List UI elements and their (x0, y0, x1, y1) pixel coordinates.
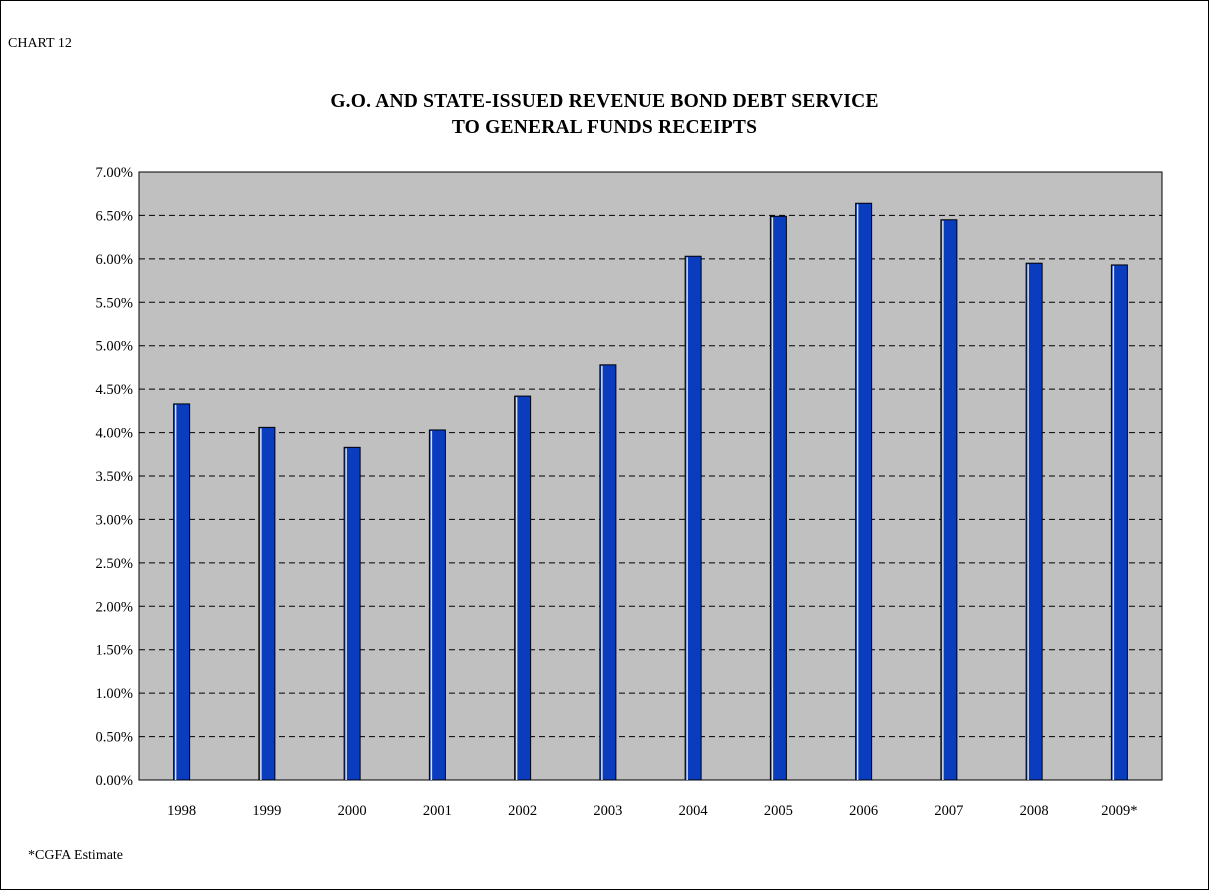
footnote: *CGFA Estimate (28, 848, 124, 863)
bar-rect (343, 446, 361, 781)
x-tick-label: 2000 (338, 803, 367, 819)
bar-rect (769, 215, 787, 781)
bar (769, 215, 787, 781)
chart-subtitle: TO GENERAL FUNDS RECEIPTS (451, 117, 758, 138)
y-tick-label: 6.50% (96, 208, 133, 224)
y-tick-label: 2.50% (96, 556, 133, 572)
y-tick-label: 4.50% (96, 382, 133, 398)
x-tick-label: 2006 (849, 803, 878, 819)
y-axis-ticks: 0.00% 0.50% 1.00% 1.50% 2.00% 2.50% 3.00% 3.50%… (96, 165, 133, 789)
chart-title-block: G.O. AND STATE-ISSUED REVENUE BOND DEBT … (0, 89, 1209, 141)
bar-rect (428, 429, 446, 781)
bar (428, 429, 446, 781)
bar-rect (1025, 262, 1043, 781)
x-tick-label: 2003 (593, 803, 622, 819)
bar-rect (940, 219, 958, 781)
y-tick-label: 3.50% (96, 469, 133, 485)
x-tick-label: 1999 (252, 803, 281, 819)
chart-title: G.O. AND STATE-ISSUED REVENUE BOND DEBT … (330, 91, 879, 112)
bar (1025, 262, 1043, 781)
bar-rect (599, 364, 617, 781)
x-tick-label: 2004 (679, 803, 709, 819)
x-tick-label: 2007 (934, 803, 963, 819)
x-tick-label: 2005 (764, 803, 793, 819)
x-tick-label: 1998 (167, 803, 196, 819)
bar-rect (173, 403, 191, 781)
bar-rect (514, 395, 532, 781)
bar (940, 219, 958, 781)
x-tick-label: 2008 (1020, 803, 1049, 819)
bar (258, 426, 276, 781)
y-tick-label: 1.00% (96, 686, 133, 702)
y-tick-label: 6.00% (96, 252, 133, 268)
bar-rect (1110, 264, 1128, 781)
gridlines (139, 214, 1162, 738)
bar (684, 255, 702, 781)
bar-rect (855, 202, 873, 781)
x-tick-label: 2001 (423, 803, 452, 819)
y-tick-label: 1.50% (96, 643, 133, 659)
y-tick-label: 5.00% (96, 339, 133, 355)
y-tick-label: 2.00% (96, 599, 133, 615)
y-tick-label: 5.50% (96, 295, 133, 311)
x-tick-label: 2002 (508, 803, 537, 819)
bar-series (173, 202, 1128, 781)
chart-number-label: CHART 12 (8, 36, 72, 51)
x-tick-label: 2009* (1101, 803, 1137, 819)
bar (514, 395, 532, 781)
bar (599, 364, 617, 781)
bar-rect (258, 426, 276, 781)
y-tick-label: 0.00% (96, 773, 133, 789)
bar (173, 403, 191, 781)
bar (343, 446, 361, 781)
x-axis-ticks: 1998 1999 2000 2001 2002 2003 2004 2005 2006 2007… (167, 803, 1137, 819)
y-tick-label: 7.00% (96, 165, 133, 181)
bar-rect (684, 255, 702, 781)
y-tick-label: 4.00% (96, 426, 133, 442)
bar (1110, 264, 1128, 781)
y-tick-label: 3.00% (96, 512, 133, 528)
y-tick-label: 0.50% (96, 730, 133, 746)
bar (855, 202, 873, 781)
